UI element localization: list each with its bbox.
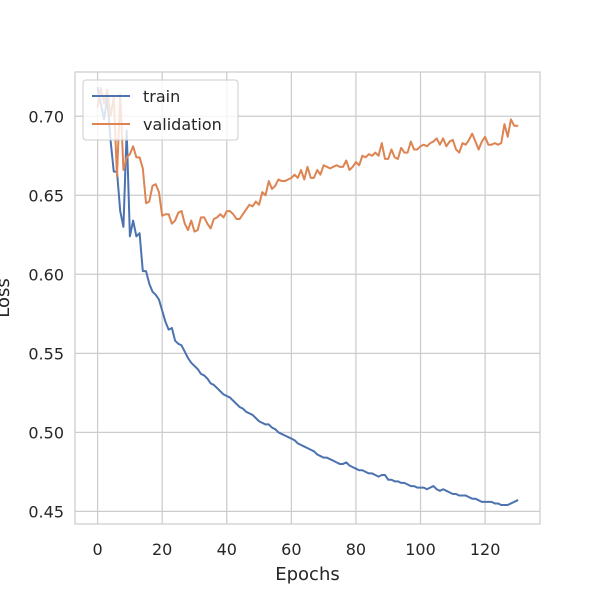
x-axis-label: Epochs — [275, 564, 340, 585]
y-tick-label: 0.70 — [28, 107, 64, 126]
x-tick-label: 100 — [405, 540, 436, 559]
x-tick-label: 80 — [346, 540, 366, 559]
series-line-validation — [96, 86, 519, 233]
y-tick-label: 0.45 — [28, 502, 64, 521]
y-tick-labels: 0.45 0.50 0.55 0.60 0.65 0.70 — [28, 107, 64, 521]
x-tick-label: 40 — [217, 540, 237, 559]
x-tick-label: 60 — [281, 540, 301, 559]
series-lines — [96, 86, 519, 507]
legend: train validation — [82, 79, 239, 141]
x-tick-label: 120 — [470, 540, 501, 559]
y-axis-label: Loss — [0, 278, 14, 317]
y-tick-label: 0.50 — [28, 423, 64, 442]
series-line-train — [96, 86, 519, 507]
y-tick-label: 0.65 — [28, 186, 64, 205]
plot-frame — [74, 71, 541, 525]
grid — [75, 72, 540, 524]
y-tick-label: 0.60 — [28, 265, 64, 284]
x-tick-label: 20 — [152, 540, 172, 559]
x-tick-label: 0 — [93, 540, 103, 559]
x-tick-labels: 0 20 40 60 80 100 120 — [93, 540, 501, 559]
y-tick-label: 0.55 — [28, 344, 64, 363]
legend-label-validation: validation — [143, 115, 222, 134]
legend-label-train: train — [143, 87, 180, 106]
